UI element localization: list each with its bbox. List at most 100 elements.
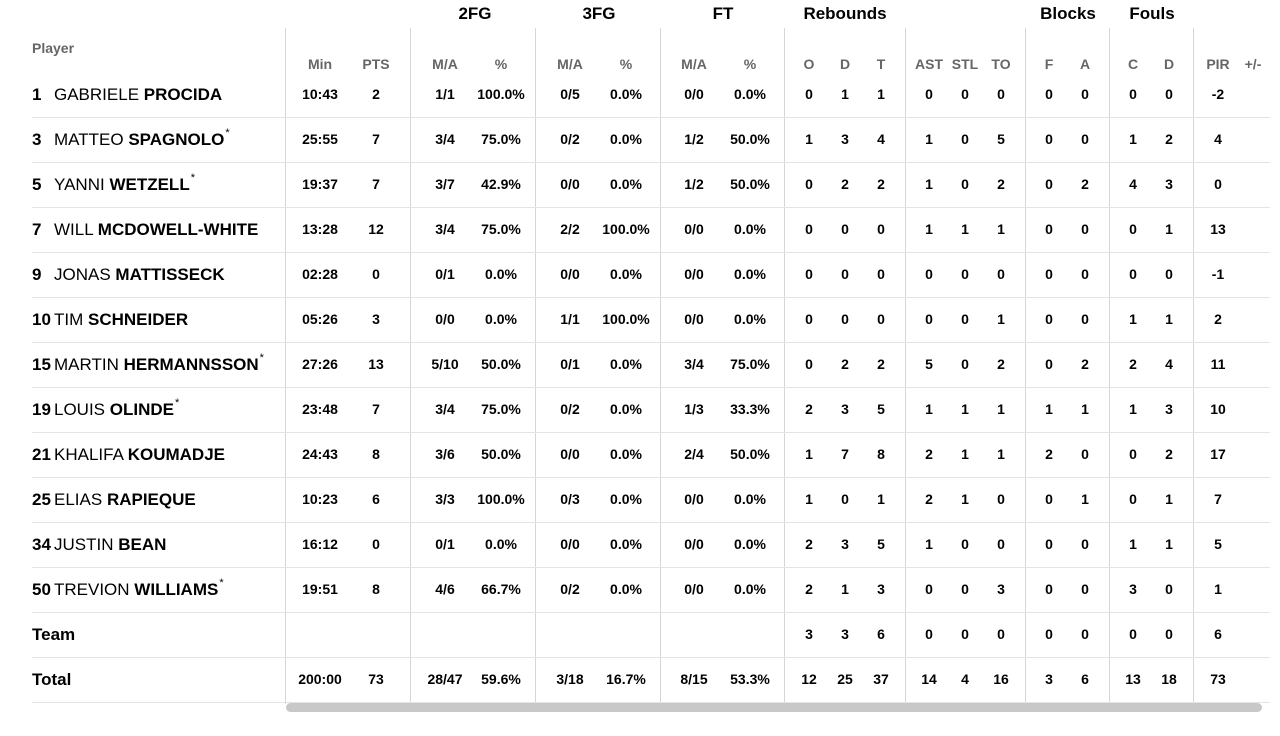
header-blk-f[interactable]: F [1044,56,1054,72]
cell-foul-d: 18 [1161,671,1177,687]
cell-foul-c: 3 [1129,581,1137,597]
player-name-link[interactable]: 5 YANNI WETZELL* [32,162,195,207]
cell-ft-pct: 75.0% [730,356,770,372]
header-fg3-pct[interactable]: % [619,56,633,72]
player-name-link[interactable]: 1 GABRIELE PROCIDA [32,72,222,117]
cell-fg2-ma: 3/7 [435,176,455,192]
header-reb-t[interactable]: T [876,56,886,72]
player-last-name: HERMANNSSON [123,355,259,374]
cell-fg3-ma: 0/0 [560,266,580,282]
cell-pir: 4 [1214,131,1222,147]
header-reb-o[interactable]: O [803,56,815,72]
player-name-link[interactable]: 15 MARTIN HERMANNSSON* [32,342,264,387]
player-name-link[interactable]: 19 LOUIS OLINDE* [32,387,179,432]
cell-ft-ma: 2/4 [684,446,704,462]
header-pts[interactable]: PTS [362,56,390,72]
header-foul-c[interactable]: C [1127,56,1139,72]
header-ast[interactable]: AST [915,56,943,72]
cell-ft-pct: 0.0% [734,221,766,237]
cell-ft-ma: 0/0 [684,311,704,327]
cell-reb-o: 2 [805,401,813,417]
player-name-link[interactable]: 50 TREVION WILLIAMS* [32,567,224,612]
cell-fg3-ma: 0/5 [560,86,580,102]
player-name-link[interactable]: 21 KHALIFA KOUMADJE [32,432,225,477]
cell-fg2-pct: 66.7% [481,581,521,597]
cell-ft-ma: 1/2 [684,176,704,192]
cell-to: 1 [997,401,1005,417]
header-stl[interactable]: STL [951,56,979,72]
player-name-link[interactable]: 7 WILL MCDOWELL-WHITE [32,207,258,252]
player-first-name: YANNI [54,175,105,194]
cell-foul-c: 1 [1129,401,1137,417]
player-name-link[interactable]: 34 JUSTIN BEAN [32,522,166,567]
cell-pts: 2 [372,86,380,102]
header-pm[interactable]: +/- [1244,56,1262,72]
cell-pir: 6 [1214,626,1222,642]
cell-reb-t: 5 [877,536,885,552]
header-blk-a[interactable]: A [1079,56,1091,72]
header-pir[interactable]: PIR [1206,56,1230,72]
player-name-link[interactable]: 3 MATTEO SPAGNOLO* [32,117,230,162]
header-reb-d[interactable]: D [839,56,851,72]
starter-mark: * [259,352,264,364]
header-player[interactable]: Player [32,40,75,56]
cell-blk-f: 2 [1045,446,1053,462]
header-ft-pct[interactable]: % [743,56,757,72]
cell-fg3-ma: 3/18 [556,671,584,687]
column-separator [784,28,785,704]
cell-foul-d: 2 [1165,131,1173,147]
cell-pir: 17 [1210,446,1226,462]
starter-mark: * [219,577,224,589]
player-last-name: OLINDE [109,400,174,419]
cell-foul-c: 0 [1129,221,1137,237]
header-ft-ma[interactable]: M/A [681,56,707,72]
cell-ft-pct: 0.0% [734,86,766,102]
cell-ft-ma: 0/0 [684,491,704,507]
cell-ft-pct: 0.0% [734,311,766,327]
header-foul-d[interactable]: D [1163,56,1175,72]
cell-blk-a: 0 [1081,266,1089,282]
player-name-link[interactable]: 10 TIM SCHNEIDER [32,297,188,342]
cell-foul-c: 0 [1129,86,1137,102]
player-name-link[interactable]: 9 JONAS MATTISSECK [32,252,225,297]
header-fg2-pct[interactable]: % [494,56,508,72]
cell-blk-a: 0 [1081,536,1089,552]
cell-foul-c: 1 [1129,131,1137,147]
horizontal-scrollbar[interactable] [286,703,1262,712]
header-fg3-ma[interactable]: M/A [557,56,583,72]
cell-fg2-ma: 28/47 [427,671,463,687]
cell-ft-pct: 53.3% [730,671,770,687]
header-to[interactable]: TO [991,56,1011,72]
cell-reb-d: 2 [841,176,849,192]
cell-ast: 2 [925,446,933,462]
cell-fg2-pct: 100.0% [477,86,525,102]
cell-min: 10:23 [302,491,338,507]
cell-blk-a: 2 [1081,176,1089,192]
player-last-name: PROCIDA [143,85,223,104]
cell-stl: 1 [961,491,969,507]
cell-foul-c: 4 [1129,176,1137,192]
cell-foul-d: 3 [1165,401,1173,417]
table-row: 50 TREVION WILLIAMS* 19:51 8 4/6 66.7% 0/2 0.0%… [32,567,1270,613]
cell-to: 0 [997,266,1005,282]
cell-fg3-ma [545,612,595,657]
cell-reb-d: 25 [837,671,853,687]
header-min[interactable]: Min [307,56,333,72]
cell-blk-a: 0 [1081,626,1089,642]
cell-pts: 7 [372,176,380,192]
cell-fg2-pct: 0.0% [485,266,517,282]
cell-pts: 0 [372,536,380,552]
player-number: 3 [32,130,42,149]
header-fg2-ma[interactable]: M/A [432,56,458,72]
starter-mark: * [225,127,230,139]
player-number: 9 [32,265,42,284]
player-last-name: KOUMADJE [127,445,226,464]
cell-fg3-pct: 0.0% [610,86,642,102]
cell-pts: 13 [368,356,384,372]
cell-min: 200:00 [298,671,342,687]
player-name-link[interactable]: 25 ELIAS RAPIEQUE [32,477,196,522]
cell-fg2-pct: 75.0% [481,401,521,417]
cell-reb-d: 3 [841,401,849,417]
table-row: 7 WILL MCDOWELL-WHITE 13:28 12 3/4 75.0% 2/2 10… [32,207,1270,253]
player-last-name: MATTISSECK [115,265,225,284]
